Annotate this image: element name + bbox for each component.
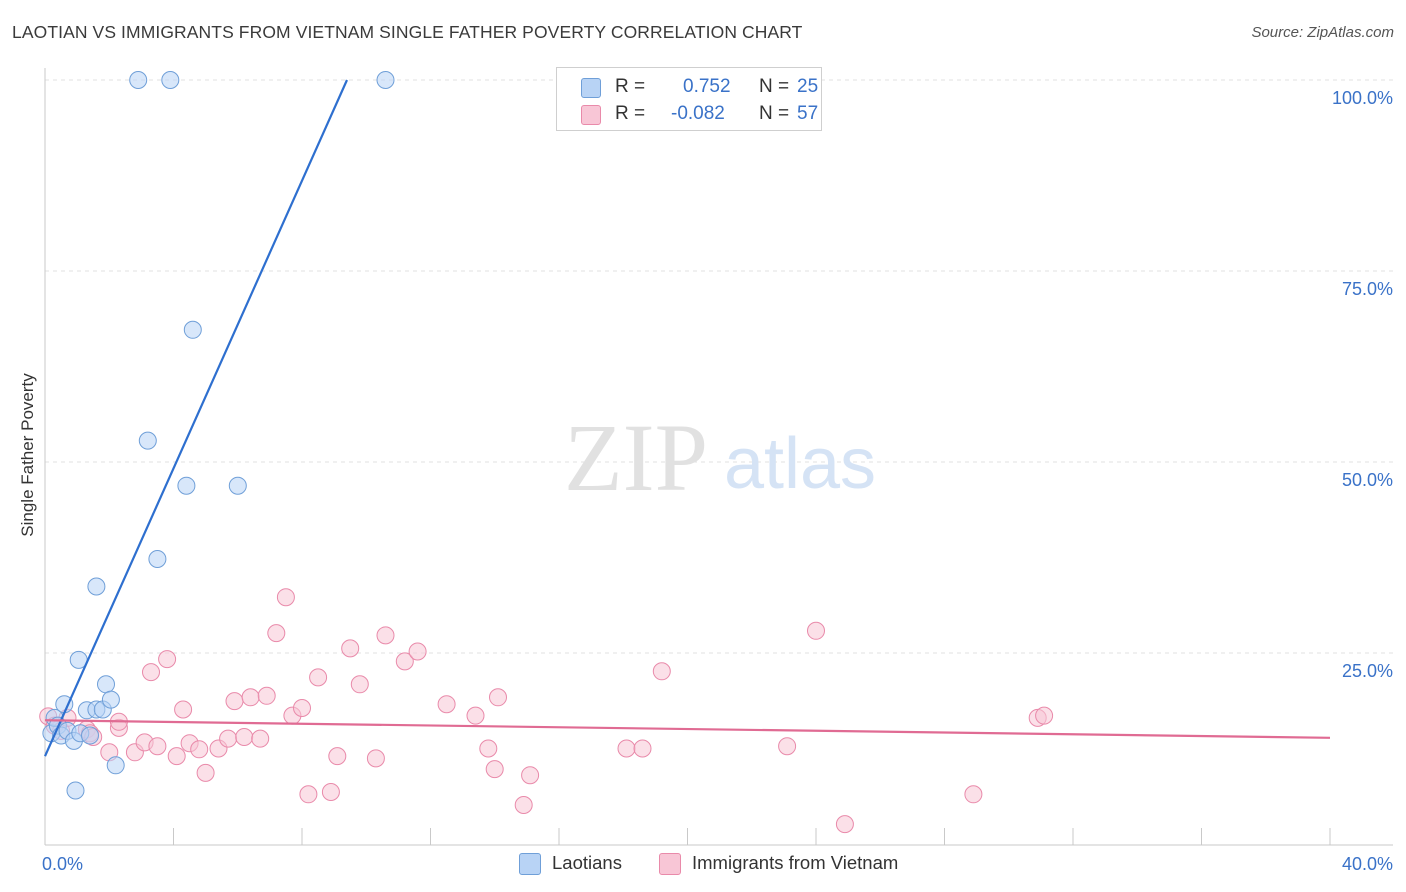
y-tick-labels: 25.0% 50.0% 75.0% 100.0%: [1332, 88, 1393, 681]
vietnam-point-21: [219, 729, 238, 748]
laotians-point-20: [148, 550, 167, 568]
vietnam-point-24: [241, 688, 260, 707]
n-label: N =: [759, 76, 790, 97]
n-label: N =: [759, 103, 790, 124]
watermark-zip: ZIP: [564, 404, 708, 511]
laotians-legend-swatch: [519, 853, 541, 875]
vietnam-legend-label: Immigrants from Vietnam: [692, 852, 899, 873]
laotians-point-18: [129, 71, 148, 89]
vietnam-point-23: [235, 728, 254, 746]
vietnam-point-56: [1035, 706, 1054, 725]
vietnam-point-33: [321, 783, 340, 801]
vietnam-legend-swatch: [659, 853, 681, 875]
r-label: R =: [615, 76, 646, 97]
laotians-swatch: [581, 78, 601, 98]
vietnam-point-14: [158, 650, 177, 669]
vietnam-point-54: [964, 785, 983, 804]
laotians-point-21: [161, 71, 180, 89]
laotians-point-22: [177, 476, 196, 495]
vietnam-point-35: [341, 639, 360, 658]
laotians-point-11: [81, 726, 99, 745]
vietnam-point-27: [267, 624, 286, 643]
vietnam-point-36: [350, 675, 369, 694]
vietnam-point-47: [521, 766, 540, 785]
laotians-legend-label: Laotians: [552, 852, 622, 873]
series-laotians: [42, 71, 395, 800]
vietnam-point-40: [408, 642, 427, 661]
vietnam-point-42: [466, 706, 485, 725]
vietnam-point-25: [251, 729, 270, 748]
vietnam-point-38: [376, 626, 395, 645]
vietnam-point-31: [299, 785, 318, 804]
vietnam-point-45: [489, 688, 507, 707]
vietnam-trendline: [44, 719, 1331, 739]
vietnam-point-41: [437, 695, 456, 714]
vietnam-point-26: [257, 686, 276, 705]
vietnam-point-51: [778, 737, 797, 756]
vietnam-point-16: [174, 700, 193, 719]
source-label: Source: ZipAtlas.com: [1251, 24, 1394, 41]
laotians-point-24: [228, 476, 247, 495]
vietnam-point-32: [309, 668, 328, 687]
vietnam-point-48: [617, 739, 636, 758]
laotians-point-7: [66, 781, 85, 800]
x-tick-label-1: 40.0%: [1342, 854, 1393, 874]
trendlines: [43, 79, 1331, 757]
vietnam-point-15: [167, 747, 186, 766]
vietnam-point-22: [225, 692, 244, 711]
vietnam-swatch: [581, 105, 601, 125]
vietnam-point-28: [276, 588, 295, 607]
vietnam-point-53: [835, 815, 854, 834]
laotians-trendline: [43, 79, 348, 757]
vietnam-point-46: [514, 796, 533, 814]
correlation-legend: R = 0.752 N = 25 R = -0.082 N = 57: [556, 67, 822, 131]
x-tick-labels: 0.0% 40.0%: [42, 854, 1393, 874]
laotians-point-13: [87, 577, 106, 596]
y-axis-label: Single Father Poverty: [18, 373, 37, 537]
vietnam-point-39: [395, 652, 414, 671]
laotians-point-19: [138, 431, 157, 450]
laotians-n-value: 25: [797, 76, 819, 97]
vietnam-point-44: [485, 760, 504, 779]
laotians-point-16: [101, 690, 120, 709]
series-vietnam: [39, 588, 1054, 834]
vietnam-point-13: [148, 737, 167, 756]
vietnam-point-43: [479, 739, 498, 758]
vietnam-point-50: [652, 662, 671, 681]
vietnam-point-18: [190, 740, 209, 759]
watermark-atlas: atlas: [724, 424, 876, 504]
vietnam-r-value: -0.082: [671, 103, 725, 124]
laotians-point-25: [376, 71, 395, 89]
laotians-point-17: [106, 756, 125, 775]
laotians-point-23: [183, 320, 202, 339]
vietnam-point-37: [366, 749, 385, 768]
vietnam-point-12: [142, 663, 160, 682]
vietnam-n-value: 57: [797, 103, 819, 124]
r-label: R =: [615, 103, 646, 124]
y-tick-label-0: 25.0%: [1342, 661, 1393, 681]
y-tick-label-1: 50.0%: [1342, 470, 1393, 490]
x-tick-label-0: 0.0%: [42, 854, 83, 874]
vietnam-point-34: [328, 747, 347, 766]
vietnam-point-49: [633, 739, 652, 758]
laotians-point-15: [97, 675, 115, 694]
vietnam-point-30: [293, 699, 311, 717]
laotians-r-value: 0.752: [683, 76, 731, 97]
y-tick-label-2: 75.0%: [1342, 279, 1393, 299]
chart-title: LAOTIAN VS IMMIGRANTS FROM VIETNAM SINGL…: [12, 22, 803, 42]
vietnam-point-19: [196, 763, 215, 782]
vietnam-point-52: [807, 621, 825, 640]
gridlines: [45, 79, 1393, 654]
y-tick-label-3: 100.0%: [1332, 88, 1393, 108]
